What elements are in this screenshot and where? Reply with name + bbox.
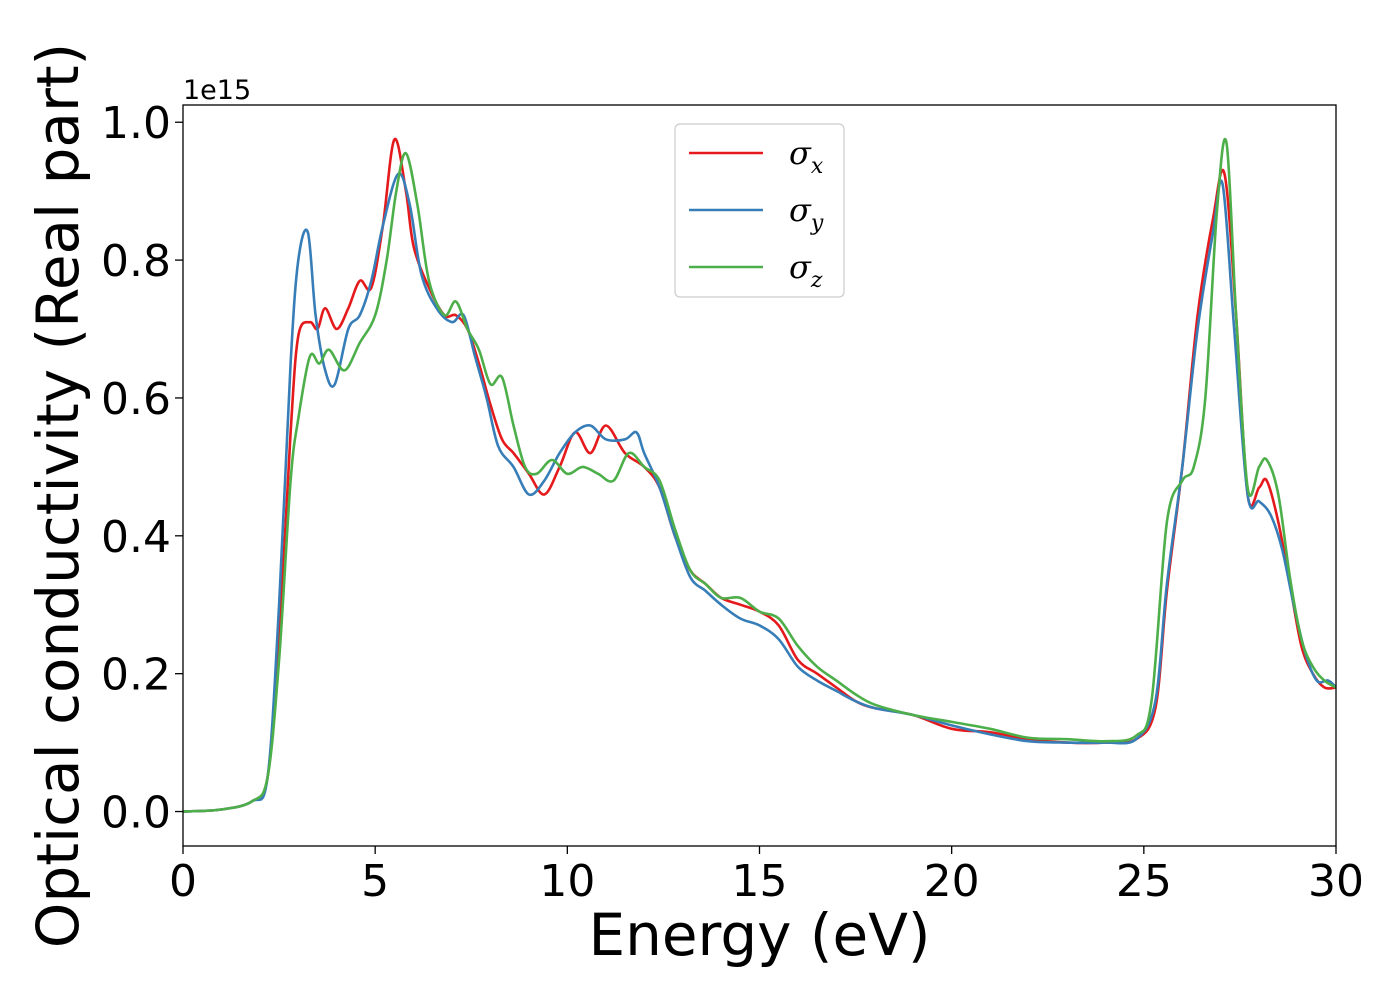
x-tick-label: 10 bbox=[539, 856, 595, 907]
x-axis-ticks: 0 5 10 15 20 25 30 bbox=[169, 846, 1364, 907]
legend: σx σy σz bbox=[674, 123, 845, 298]
x-tick-label: 25 bbox=[1116, 856, 1172, 907]
legend-item-y: σy bbox=[689, 191, 824, 236]
y-tick-label: 0.2 bbox=[101, 650, 171, 701]
y-axis-label: Optical conductivity (Real part) bbox=[24, 43, 92, 948]
series-line-z bbox=[183, 137, 1336, 813]
legend-label: σx bbox=[789, 134, 824, 179]
y-tick-label: 0.4 bbox=[101, 512, 171, 563]
x-tick-label: 30 bbox=[1308, 856, 1364, 907]
x-tick-label: 20 bbox=[924, 856, 980, 907]
x-axis-label: Energy (eV) bbox=[588, 901, 930, 969]
y-tick-label: 0.8 bbox=[101, 236, 171, 287]
legend-item-x: σx bbox=[689, 134, 824, 179]
y-tick-label: 0.6 bbox=[101, 374, 171, 425]
legend-label: σy bbox=[789, 191, 824, 236]
y-tick-label: 1.0 bbox=[101, 98, 171, 149]
legend-label: σz bbox=[789, 248, 823, 293]
series-lines bbox=[183, 137, 1336, 813]
x-tick-label: 0 bbox=[169, 856, 197, 907]
y-tick-label: 0.0 bbox=[101, 788, 171, 839]
x-tick-label: 5 bbox=[361, 856, 389, 907]
y-axis-ticks: 0.0 0.2 0.4 0.6 0.8 1.0 bbox=[101, 98, 183, 839]
y-offset-label: 1e15 bbox=[183, 75, 251, 106]
series-line-y bbox=[183, 172, 1336, 813]
legend-item-z: σz bbox=[689, 248, 823, 293]
x-tick-label: 15 bbox=[732, 856, 788, 907]
